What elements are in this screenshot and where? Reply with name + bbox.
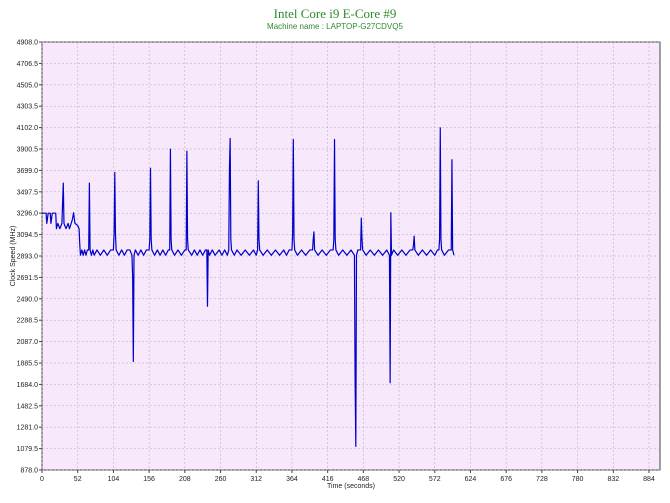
x-tick-label: 676 bbox=[500, 476, 512, 483]
y-tick-label: 4102.0 bbox=[17, 125, 39, 132]
x-tick-label: 260 bbox=[215, 476, 227, 483]
y-tick-label: 2288.5 bbox=[17, 318, 39, 325]
x-tick-label: 364 bbox=[286, 476, 298, 483]
y-tick-label: 3296.0 bbox=[17, 211, 39, 218]
x-tick-label: 208 bbox=[179, 476, 191, 483]
y-tick-label: 1079.5 bbox=[17, 446, 39, 453]
series-group bbox=[42, 127, 455, 448]
y-tick-label: 1482.5 bbox=[17, 403, 39, 410]
y-axis-label: Clock Speed (MHz) bbox=[10, 226, 17, 287]
x-tick-label: 52 bbox=[74, 476, 82, 483]
x-tick-label: 0 bbox=[40, 476, 44, 483]
x-tick-label: 624 bbox=[465, 476, 477, 483]
x-tick-label: 312 bbox=[250, 476, 262, 483]
y-tick-label: 2490.0 bbox=[17, 296, 39, 303]
y-tick-label: 2087.0 bbox=[17, 339, 39, 346]
y-tick-label: 4706.5 bbox=[17, 61, 39, 68]
y-tick-label: 1684.0 bbox=[17, 382, 39, 389]
series-line bbox=[42, 127, 455, 448]
y-tick-label: 4303.5 bbox=[17, 104, 39, 111]
y-tick-label: 3699.0 bbox=[17, 168, 39, 175]
x-axis-label: Time (seconds) bbox=[327, 483, 375, 490]
x-tick-label: 728 bbox=[536, 476, 548, 483]
y-tick-label: 878.0 bbox=[20, 468, 38, 475]
y-tick-label: 3094.5 bbox=[17, 232, 39, 239]
y-tick-label: 4908.0 bbox=[17, 40, 39, 47]
x-tick-label: 884 bbox=[643, 476, 655, 483]
chart-subtitle: Machine name : LAPTOP-G27CDVQ5 bbox=[267, 22, 403, 31]
chart-title: Intel Core i9 E-Core #9 bbox=[273, 6, 397, 21]
y-tick-label: 3900.5 bbox=[17, 147, 39, 154]
y-tick-label: 2691.5 bbox=[17, 275, 39, 282]
x-tick-label: 416 bbox=[322, 476, 334, 483]
grid-lines bbox=[41, 41, 660, 471]
x-tick-label: 780 bbox=[572, 476, 584, 483]
y-tick-label: 4505.0 bbox=[17, 82, 39, 89]
x-axis-ticks: 0 52 104 156 208 260 312 364 416 468 520 572 624 676 7… bbox=[40, 470, 655, 483]
y-tick-label: 3497.5 bbox=[17, 189, 39, 196]
x-tick-label: 104 bbox=[108, 476, 120, 483]
x-tick-label: 520 bbox=[393, 476, 405, 483]
y-tick-label: 1885.5 bbox=[17, 361, 39, 368]
x-tick-label: 468 bbox=[358, 476, 370, 483]
y-tick-label: 2893.0 bbox=[17, 254, 39, 261]
y-axis-ticks: 878.0 1079.5 1281.0 1482.5 1684.0 1885.5 2087.… bbox=[17, 40, 42, 475]
x-tick-label: 832 bbox=[607, 476, 619, 483]
x-tick-label: 156 bbox=[143, 476, 155, 483]
y-tick-label: 1281.0 bbox=[17, 425, 39, 432]
x-tick-label: 572 bbox=[429, 476, 441, 483]
